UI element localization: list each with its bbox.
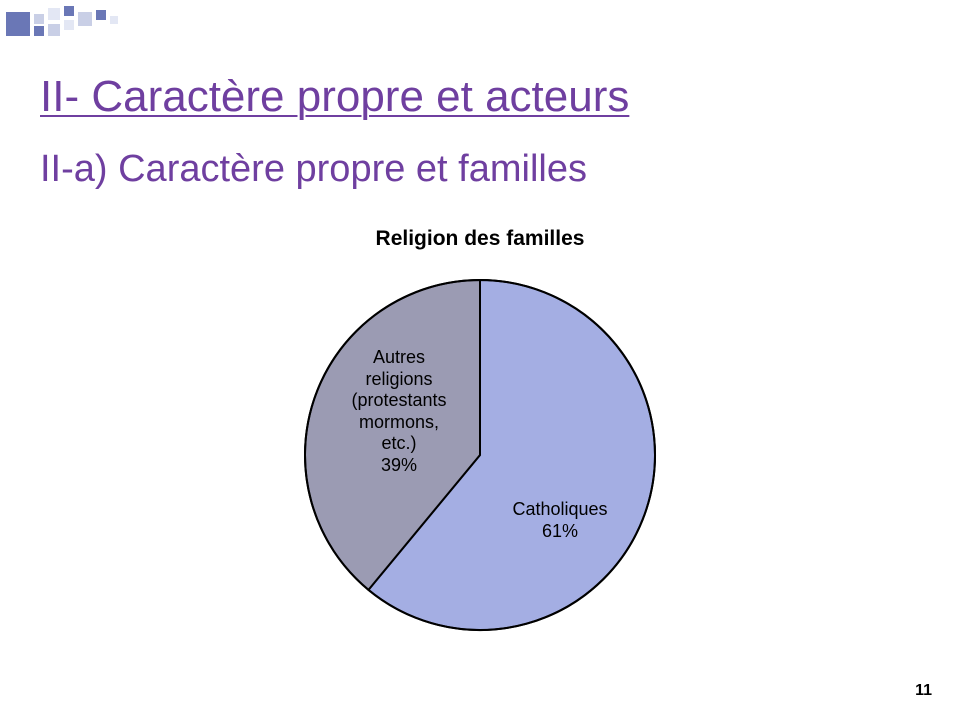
decor-square	[34, 26, 44, 36]
decor-square	[6, 12, 30, 36]
pie-label-autres: Autres religions (protestants mormons, e…	[334, 347, 464, 477]
decor-square	[48, 8, 60, 20]
slide-title: II- Caractère propre et acteurs	[40, 74, 629, 120]
page-number: 11	[915, 682, 932, 700]
slide-subtitle: II-a) Caractère propre et familles	[40, 150, 587, 190]
decor-square	[64, 20, 74, 30]
pie-label-catholiques: Catholiques 61%	[500, 499, 620, 542]
decor-square	[34, 14, 44, 24]
decor-square	[110, 16, 118, 24]
decor-square	[48, 24, 60, 36]
decor-square	[64, 6, 74, 16]
corner-decoration	[0, 0, 170, 50]
pie-chart: Catholiques 61% Autres religions (protest…	[300, 275, 660, 635]
slide: II- Caractère propre et acteurs II-a) Ca…	[0, 0, 960, 720]
chart-title: Religion des familles	[0, 227, 960, 251]
decor-square	[78, 12, 92, 26]
decor-square	[96, 10, 106, 20]
